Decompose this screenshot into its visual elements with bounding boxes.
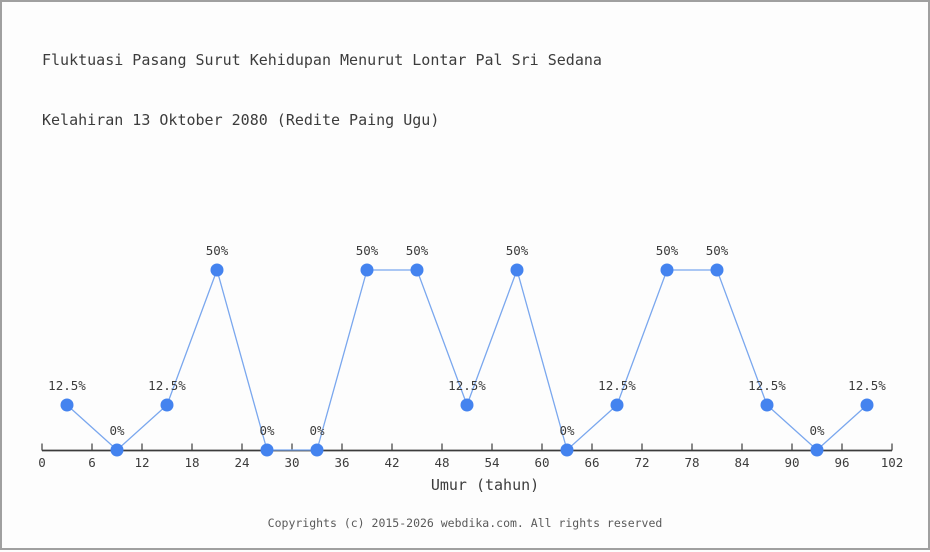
x-tick-label: 90 xyxy=(784,455,799,470)
data-point xyxy=(460,398,474,412)
point-value-label: 0% xyxy=(309,423,325,438)
data-line xyxy=(66,267,868,452)
data-point xyxy=(810,443,824,457)
data-point xyxy=(410,263,424,277)
x-tick-label: 48 xyxy=(434,455,449,470)
x-tick-label: 30 xyxy=(284,455,299,470)
point-value-label: 0% xyxy=(809,423,825,438)
x-tick-label: 96 xyxy=(834,455,849,470)
point-value-label: 12.5% xyxy=(748,378,786,393)
point-value-label: 0% xyxy=(109,423,125,438)
data-point xyxy=(560,443,574,457)
point-value-label: 50% xyxy=(656,243,679,258)
x-tick-label: 102 xyxy=(881,455,904,470)
chart-title-line2: Kelahiran 13 Oktober 2080 (Redite Paing … xyxy=(42,111,440,129)
x-tick-label: 18 xyxy=(184,455,199,470)
point-value-label: 12.5% xyxy=(848,378,886,393)
point-value-label: 50% xyxy=(206,243,229,258)
x-tick-label: 24 xyxy=(234,455,249,470)
point-value-label: 50% xyxy=(406,243,429,258)
x-tick-label: 78 xyxy=(684,455,699,470)
data-point xyxy=(160,398,174,412)
data-point xyxy=(260,443,274,457)
x-tick-label: 6 xyxy=(88,455,96,470)
x-tick-label: 0 xyxy=(38,455,46,470)
point-value-label: 50% xyxy=(706,243,729,258)
data-point xyxy=(60,398,74,412)
x-tick-label: 42 xyxy=(384,455,399,470)
x-tick-label: 12 xyxy=(134,455,149,470)
x-axis-label: Umur (tahun) xyxy=(431,476,539,494)
data-point xyxy=(660,263,674,277)
data-point xyxy=(860,398,874,412)
x-tick-label: 54 xyxy=(484,455,499,470)
data-point xyxy=(610,398,624,412)
point-value-label: 0% xyxy=(259,423,275,438)
data-point xyxy=(510,263,524,277)
x-tick-label: 84 xyxy=(734,455,749,470)
point-value-label: 12.5% xyxy=(448,378,486,393)
data-point xyxy=(210,263,224,277)
data-point xyxy=(760,398,774,412)
point-value-label: 12.5% xyxy=(48,378,86,393)
chart-title: Fluktuasi Pasang Surut Kehidupan Menurut… xyxy=(42,10,602,150)
x-tick-label: 36 xyxy=(334,455,349,470)
point-value-label: 12.5% xyxy=(598,378,636,393)
point-value-label: 12.5% xyxy=(148,378,186,393)
chart-title-line1: Fluktuasi Pasang Surut Kehidupan Menurut… xyxy=(42,51,602,69)
point-value-label: 50% xyxy=(506,243,529,258)
point-value-label: 0% xyxy=(559,423,575,438)
data-point xyxy=(110,443,124,457)
x-tick-label: 66 xyxy=(584,455,599,470)
point-value-label: 50% xyxy=(356,243,379,258)
x-tick-label: 60 xyxy=(534,455,549,470)
data-point xyxy=(360,263,374,277)
data-point xyxy=(710,263,724,277)
x-tick-label: 72 xyxy=(634,455,649,470)
copyright-footer: Copyrights (c) 2015-2026 webdika.com. Al… xyxy=(267,516,663,530)
data-point xyxy=(310,443,324,457)
